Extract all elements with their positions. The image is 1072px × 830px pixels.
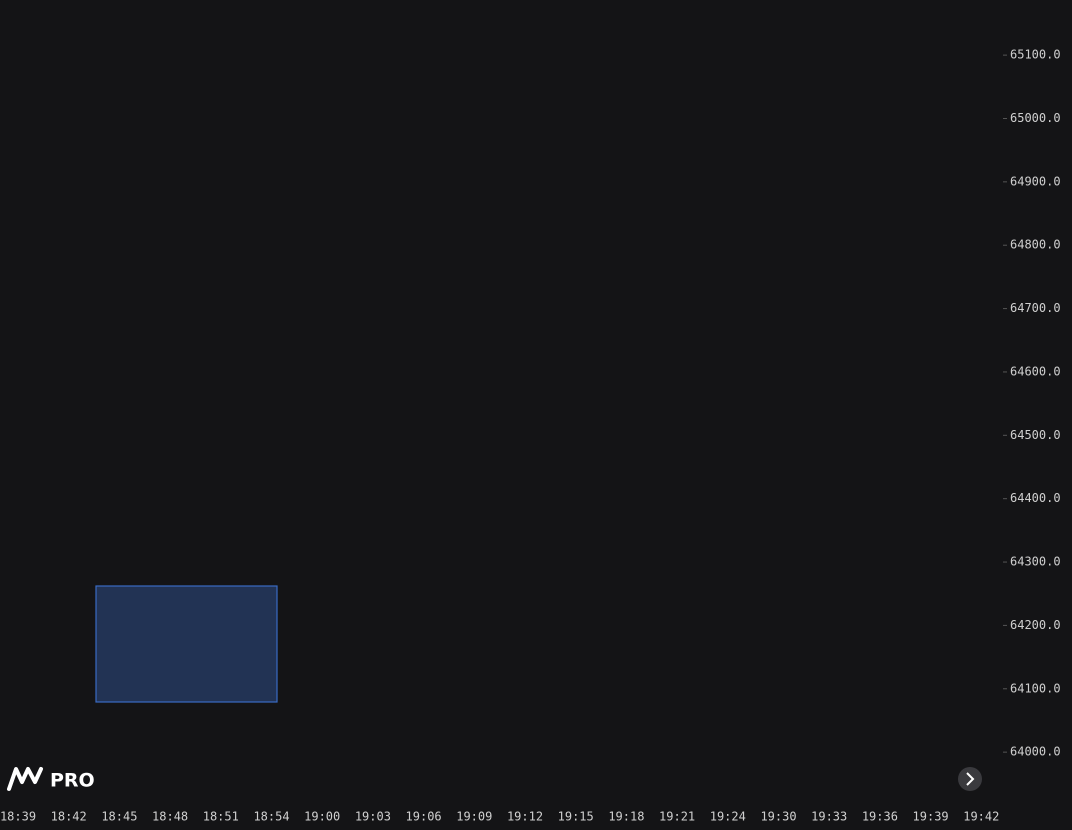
x-tick-label: 19:09 bbox=[456, 810, 492, 824]
x-tick-label: 19:30 bbox=[760, 810, 796, 824]
logo-text: PRO bbox=[50, 770, 95, 792]
x-tick-label: 18:42 bbox=[51, 810, 87, 824]
logo: PRO bbox=[7, 767, 95, 792]
x-tick-label: 18:39 bbox=[0, 810, 36, 824]
y-tick-label: 64000.0 bbox=[1010, 745, 1061, 759]
y-tick-label: 64700.0 bbox=[1010, 301, 1061, 315]
y-tick-label: 64100.0 bbox=[1010, 681, 1061, 695]
x-tick-label: 18:54 bbox=[253, 810, 289, 824]
y-tick-label: 64600.0 bbox=[1010, 364, 1061, 378]
scroll-arrow bbox=[966, 772, 975, 786]
x-tick-label: 19:21 bbox=[659, 810, 695, 824]
x-tick-label: 18:45 bbox=[101, 810, 137, 824]
x-tick-label: 19:00 bbox=[304, 810, 340, 824]
x-tick-label: 18:48 bbox=[152, 810, 188, 824]
price-axis: 64000.0 64100.0 64200.0 64300.0 64400.0 64500… bbox=[0, 48, 1061, 824]
y-tick-label: 64400.0 bbox=[1010, 491, 1061, 505]
x-tick-label: 19:24 bbox=[710, 810, 746, 824]
x-tick-label: 19:12 bbox=[507, 810, 543, 824]
x-tick-label: 19:03 bbox=[355, 810, 391, 824]
x-tick-label: 19:06 bbox=[406, 810, 442, 824]
y-tick-label: 64300.0 bbox=[1010, 555, 1061, 569]
x-tick-label: 19:33 bbox=[811, 810, 847, 824]
y-tick-label: 64200.0 bbox=[1010, 618, 1061, 632]
logo-icon bbox=[7, 767, 43, 791]
x-tick-label: 19:18 bbox=[608, 810, 644, 824]
scroll-button[interactable] bbox=[958, 767, 982, 791]
x-tick-label: 19:39 bbox=[913, 810, 949, 824]
scroll-button-bg[interactable] bbox=[958, 767, 982, 791]
y-tick-label: 65000.0 bbox=[1010, 111, 1061, 125]
x-tick-label: 18:51 bbox=[203, 810, 239, 824]
y-tick-label: 65100.0 bbox=[1010, 48, 1061, 62]
selection-box bbox=[95, 585, 278, 703]
y-tick-label: 64800.0 bbox=[1010, 238, 1061, 252]
y-tick-label: 64500.0 bbox=[1010, 428, 1061, 442]
x-tick-label: 19:42 bbox=[963, 810, 999, 824]
y-tick-label: 64900.0 bbox=[1010, 174, 1061, 188]
x-tick-label: 19:36 bbox=[862, 810, 898, 824]
x-tick-label: 19:15 bbox=[558, 810, 594, 824]
